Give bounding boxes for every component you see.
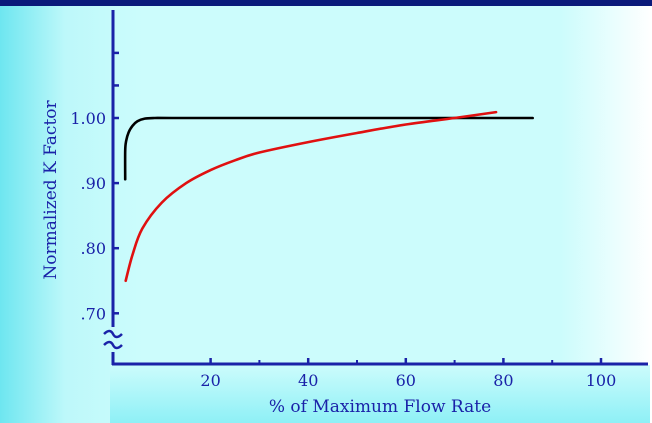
series-black-line: [123, 116, 534, 181]
y-axis-title: Normalized K Factor: [41, 99, 61, 279]
x-axis-title: % of Maximum Flow Rate: [269, 397, 491, 417]
y-tick-label: .70: [81, 304, 106, 323]
chart-background-panel: [0, 6, 652, 423]
x-tick-label: 80: [493, 371, 513, 390]
series-red-line: [124, 110, 498, 283]
x-tick-label: 100: [586, 371, 617, 390]
y-axis-break-mark: [103, 329, 123, 350]
x-tick-label: 20: [200, 371, 220, 390]
axis-ticks: .70 .80 .90 1.00 20 40 60 80 100: [70, 51, 617, 390]
y-tick-label: 1.00: [70, 109, 106, 128]
x-tick-label: 40: [298, 371, 318, 390]
top-bar: [0, 0, 652, 6]
x-axis-label-band: [110, 365, 650, 423]
series-lines: [123, 110, 534, 283]
axes: [103, 10, 648, 366]
y-tick-label: .80: [81, 239, 106, 258]
y-tick-label: .90: [81, 174, 106, 193]
x-tick-label: 60: [396, 371, 416, 390]
